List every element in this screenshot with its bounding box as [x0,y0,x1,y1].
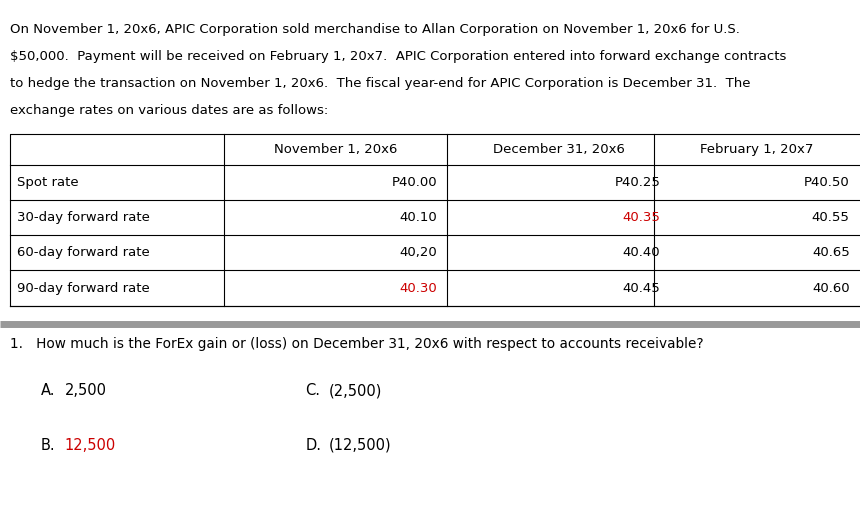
Text: C.: C. [305,383,320,398]
Text: exchange rates on various dates are as follows:: exchange rates on various dates are as f… [10,104,329,117]
Text: On November 1, 20x6, APIC Corporation sold merchandise to Allan Corporation on N: On November 1, 20x6, APIC Corporation so… [10,23,740,36]
Text: P40.00: P40.00 [391,176,437,189]
Text: to hedge the transaction on November 1, 20x6.  The fiscal year-end for APIC Corp: to hedge the transaction on November 1, … [10,77,751,90]
Text: P40.25: P40.25 [615,176,660,189]
Text: 40.40: 40.40 [623,246,660,260]
Text: 40.65: 40.65 [812,246,850,260]
Text: 40.55: 40.55 [812,211,850,224]
Text: Spot rate: Spot rate [17,176,79,189]
Text: $50,000.  Payment will be received on February 1, 20x7.  APIC Corporation entere: $50,000. Payment will be received on Feb… [10,50,787,63]
Text: 40.60: 40.60 [812,281,850,295]
Text: 30-day forward rate: 30-day forward rate [17,211,150,224]
Text: 40.45: 40.45 [623,281,660,295]
Text: (12,500): (12,500) [329,438,391,453]
Text: D.: D. [305,438,322,453]
Text: 40.10: 40.10 [399,211,437,224]
Text: P40.50: P40.50 [804,176,850,189]
Text: December 31, 20x6: December 31, 20x6 [493,142,625,156]
Text: 2,500: 2,500 [64,383,107,398]
Text: 90-day forward rate: 90-day forward rate [17,281,150,295]
Text: B.: B. [40,438,55,453]
Text: 12,500: 12,500 [64,438,116,453]
Text: 40.35: 40.35 [623,211,660,224]
Text: 60-day forward rate: 60-day forward rate [17,246,150,260]
Text: A.: A. [40,383,55,398]
Text: 40.30: 40.30 [399,281,437,295]
Text: 40,20: 40,20 [399,246,437,260]
Text: (2,500): (2,500) [329,383,382,398]
Text: 1.   How much is the ForEx gain or (loss) on December 31, 20x6 with respect to a: 1. How much is the ForEx gain or (loss) … [10,337,704,351]
Text: February 1, 20x7: February 1, 20x7 [700,142,814,156]
Text: November 1, 20x6: November 1, 20x6 [273,142,397,156]
